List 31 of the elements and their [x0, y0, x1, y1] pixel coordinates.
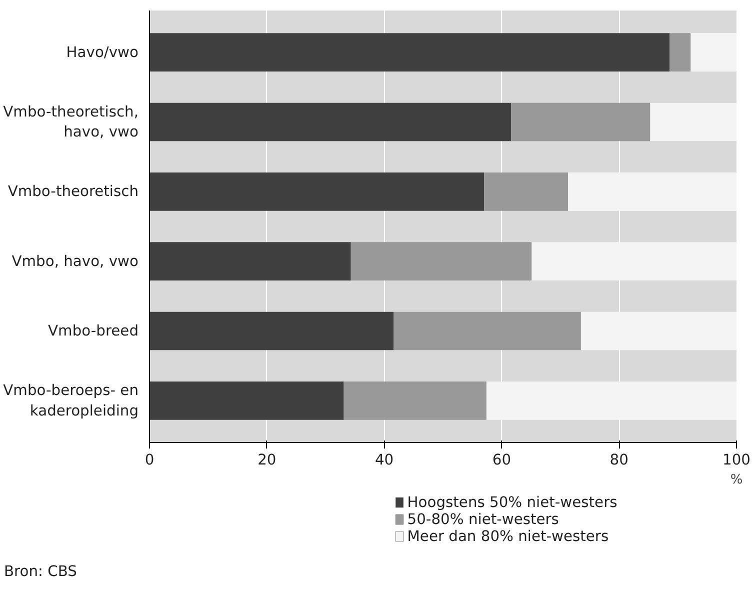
x-tick-label: 100 [722, 452, 750, 468]
bar [511, 102, 650, 142]
bar [344, 382, 486, 420]
x-tick-label: 60 [492, 452, 512, 468]
y-tick-label: Havo/vwo [66, 44, 139, 61]
y-tick-label: Vmbo-beroeps- en kaderopleiding [3, 382, 139, 420]
bar [484, 172, 568, 211]
x-axis-title: % [730, 472, 743, 488]
bar [150, 382, 344, 420]
y-tick-label: Vmbo-breed [48, 322, 139, 340]
x-tick-label: 40 [374, 452, 394, 468]
y-tick-label: Vmbo-theoretisch, havo, vwo [3, 103, 139, 141]
y-tick-label: Vmbo-theoretisch [8, 183, 139, 200]
text: Bron: CBS [4, 562, 77, 582]
bar [150, 312, 394, 350]
bar [690, 33, 736, 72]
legend-label: Hoogstens 50% niet-westers [407, 494, 618, 511]
bar [150, 242, 351, 280]
bar [394, 312, 581, 350]
bar [350, 242, 532, 280]
bar [150, 102, 512, 142]
y-tick-label: Vmbo, havo, vwo [12, 252, 139, 270]
bar [150, 33, 670, 72]
bar [150, 172, 484, 211]
legend-label: 50-80% niet-westers [407, 511, 559, 528]
bar [650, 102, 736, 142]
x-tick-label: 80 [610, 452, 628, 468]
x-tick-label: 20 [258, 452, 276, 468]
bar [670, 33, 691, 72]
x-tick-label: 0 [144, 452, 154, 468]
legend-label: Meer dan 80% niet-westers [407, 528, 609, 545]
